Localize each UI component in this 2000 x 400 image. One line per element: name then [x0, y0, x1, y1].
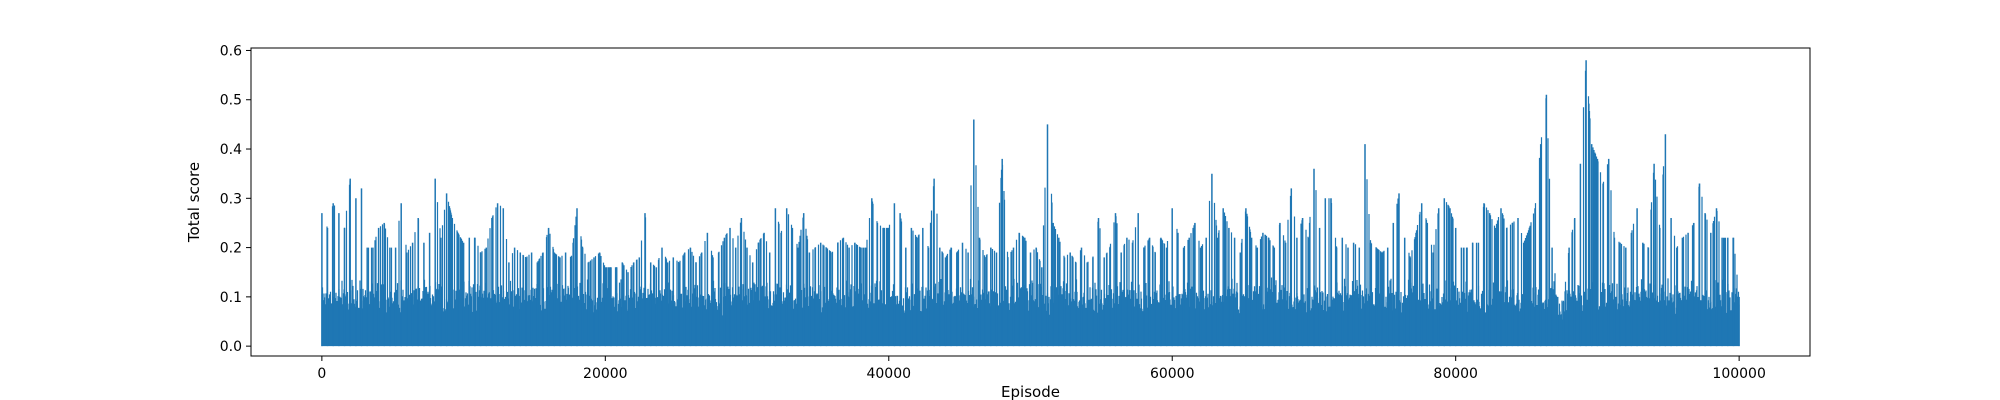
y-tick-label: 0.3 — [220, 191, 242, 207]
y-tick-label: 0.1 — [220, 290, 242, 306]
y-axis-label: Total score — [185, 162, 203, 243]
x-tick-label: 100000 — [1712, 366, 1765, 382]
x-axis-label: Episode — [1001, 383, 1060, 400]
x-tick-label: 40000 — [866, 366, 911, 382]
y-tick-label: 0.6 — [220, 43, 242, 59]
x-tick-label: 80000 — [1433, 366, 1478, 382]
y-tick-label: 0.2 — [220, 241, 242, 257]
x-tick-label: 60000 — [1150, 366, 1195, 382]
y-tick-label: 0.5 — [220, 93, 242, 109]
series-peaks — [321, 60, 1740, 347]
x-tick-label: 0 — [317, 366, 326, 382]
y-tick-label: 0.4 — [220, 142, 242, 158]
y-tick-label: 0.0 — [220, 339, 242, 355]
axes-frame — [250, 47, 1811, 357]
x-axis: 0 20000 40000 60000 80000 100000 — [317, 356, 1766, 382]
y-axis: 0.0 0.1 0.2 0.3 0.4 0.5 0.6 — [220, 43, 251, 355]
plot-area — [321, 60, 1740, 347]
x-tick-label: 20000 — [583, 366, 628, 382]
